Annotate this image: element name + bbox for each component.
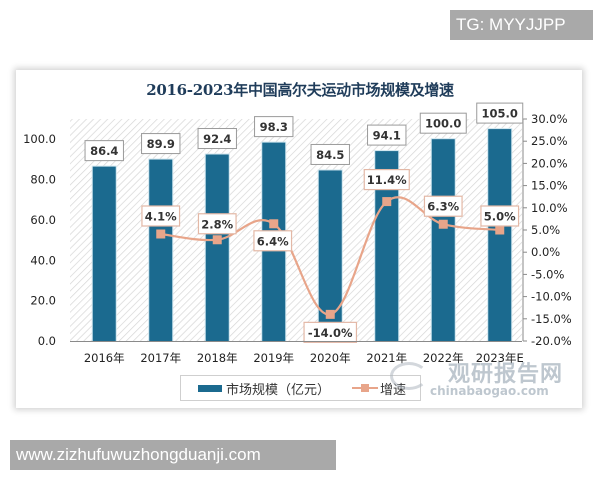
left-axis-tick-label: 80.0 (30, 173, 56, 187)
right-axis-tick-label: -15.0% (531, 312, 572, 326)
bar-value-label: 100.0 (425, 117, 461, 131)
x-axis-tick-label: 2021年 (366, 351, 407, 365)
line-marker (325, 309, 335, 319)
right-axis: -20.0% -15.0% -10.0% -5.0% 0.0% 5.0% 10.0% 15.0… (522, 112, 572, 348)
right-axis-tick-label: 25.0% (531, 134, 568, 148)
bar-value-label: 89.9 (147, 137, 175, 151)
line-marker (156, 229, 166, 239)
right-axis-tick-label: 0.0% (531, 245, 560, 259)
bar-value-label: 86.4 (90, 144, 118, 158)
legend-label-market-size: 市场规模（亿元） (226, 382, 331, 398)
x-axis-tick-label: 2016年 (84, 351, 125, 365)
right-axis-tick-label: 10.0% (531, 201, 568, 215)
bar (149, 159, 173, 341)
right-axis-tick-label: -20.0% (531, 334, 572, 348)
growth-value-label: 5.0% (484, 210, 516, 224)
right-axis-tick-label: 15.0% (531, 179, 568, 193)
x-axis-tick-label: 2017年 (140, 351, 181, 365)
x-axis-tick-label: 2022年 (423, 351, 464, 365)
bar (488, 129, 512, 341)
line-marker (495, 225, 505, 235)
bar (205, 154, 229, 341)
growth-value-label: 4.1% (145, 209, 177, 223)
bar-value-label: 105.0 (482, 107, 518, 121)
bar (318, 170, 342, 341)
right-axis-tick-label: -5.0% (531, 267, 564, 281)
watermark-logo-icon (390, 362, 428, 390)
growth-value-label: 11.4% (367, 173, 407, 187)
growth-value-label: 6.3% (427, 200, 459, 214)
bar (431, 139, 455, 341)
x-axis-tick-label: 2018年 (197, 351, 238, 365)
bar-value-label: 84.5 (316, 148, 344, 162)
growth-value-label: -14.0% (308, 326, 353, 340)
x-axis-tick-label: 2023年E (476, 351, 524, 365)
url-watermark-badge: www.zizhufuwuzhongduanji.com (10, 440, 336, 470)
watermark-cn-text: 观研报告网 (448, 362, 564, 387)
line-marker (212, 235, 222, 245)
line-marker (269, 219, 279, 229)
line-marker (382, 197, 392, 207)
left-axis-tick-label: 20.0 (30, 294, 56, 308)
bar (92, 166, 116, 341)
chinabaogao-watermark: 观研报告网 chinabaogao.com (390, 356, 570, 404)
right-axis-tick-label: 5.0% (531, 223, 560, 237)
line-data-labels: 4.1% 2.8% 6.4% -14.0% 11.4% 6.3% 5.0% (141, 168, 520, 343)
bar-value-label: 98.3 (260, 120, 288, 134)
right-axis-tick-label: -10.0% (531, 290, 572, 304)
bar-value-label: 94.1 (373, 129, 401, 143)
chart-legend: 市场规模（亿元） 增速 (180, 375, 421, 401)
left-axis-tick-label: 60.0 (30, 213, 56, 227)
growth-value-label: 6.4% (257, 234, 289, 248)
right-axis-tick-label: 30.0% (531, 112, 568, 126)
right-axis-tick-label: 20.0% (531, 156, 568, 170)
x-axis-tick-label: 2019年 (253, 351, 294, 365)
left-axis-tick-label: 0.0 (38, 334, 56, 348)
bar-data-labels: 86.4 89.9 92.4 98.3 84.5 94.1 100.0 105.0 (84, 102, 524, 165)
bar-value-label: 92.4 (203, 132, 231, 146)
left-axis-tick-label: 100.0 (23, 132, 56, 146)
line-marker-swatch-icon (352, 383, 379, 393)
tg-watermark-badge: TG: MYYJJPP (450, 10, 593, 40)
x-axis: 2016年 2017年 2018年 2019年 2020年 2021年 2022年 2023年… (70, 341, 524, 365)
x-axis-tick-label: 2020年 (310, 351, 351, 365)
left-axis-tick-label: 40.0 (30, 253, 56, 267)
line-series (156, 196, 505, 319)
bar-swatch-icon (198, 384, 222, 392)
left-axis: 0.0 20.0 40.0 60.0 80.0 100.0 (23, 132, 56, 348)
chart-title: 2016-2023年中国高尔夫运动市场规模及增速 (146, 81, 454, 99)
watermark-en-text: chinabaogao.com (430, 384, 549, 398)
growth-value-label: 2.8% (201, 217, 233, 231)
legend-item-market-size: 市场规模（亿元） (181, 379, 330, 398)
line-marker (438, 219, 448, 229)
